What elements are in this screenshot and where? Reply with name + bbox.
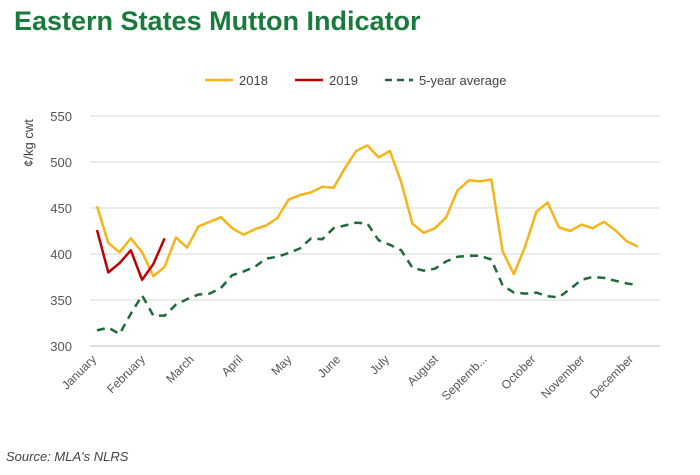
x-tick-label: May xyxy=(268,352,294,378)
series-lines xyxy=(95,144,639,336)
x-tick-label: November xyxy=(538,352,587,401)
y-axis-label: ¢/kg cwt xyxy=(21,119,36,167)
gridlines xyxy=(90,115,660,347)
x-tick-label: December xyxy=(587,352,636,401)
x-tick-label: March xyxy=(163,352,196,385)
y-tick-label: 300 xyxy=(50,339,72,354)
y-axis-ticks: 300 350 400 450 500 550 xyxy=(50,109,72,354)
x-tick-label: January xyxy=(59,352,99,392)
chart-title: Eastern States Mutton Indicator xyxy=(14,6,421,36)
series-line-2018 xyxy=(95,144,639,278)
y-tick-label: 350 xyxy=(50,293,72,308)
legend: 2018 2019 5-year average xyxy=(205,73,506,88)
x-tick-label: Septemb... xyxy=(439,352,490,403)
series-line-2019 xyxy=(95,229,166,282)
x-axis: January February March April May June July Augu… xyxy=(59,345,660,403)
y-tick-label: 550 xyxy=(50,109,72,124)
y-tick-label: 400 xyxy=(50,247,72,262)
y-tick-label: 500 xyxy=(50,155,72,170)
x-tick-label: April xyxy=(219,352,246,379)
legend-label: 2018 xyxy=(239,73,268,88)
source-note: Source: MLA's NLRS xyxy=(6,449,129,464)
x-tick-label: June xyxy=(315,352,344,381)
mutton-indicator-chart: 300 350 400 450 500 550 January February March A… xyxy=(21,73,660,403)
x-tick-label: February xyxy=(104,352,148,396)
legend-label: 5-year average xyxy=(419,73,506,88)
legend-label: 2019 xyxy=(329,73,358,88)
series-line-5-year-average xyxy=(96,221,639,336)
x-tick-label: October xyxy=(498,352,538,392)
x-tick-label: August xyxy=(405,352,442,389)
y-tick-label: 450 xyxy=(50,201,72,216)
x-tick-label: July xyxy=(367,352,392,377)
